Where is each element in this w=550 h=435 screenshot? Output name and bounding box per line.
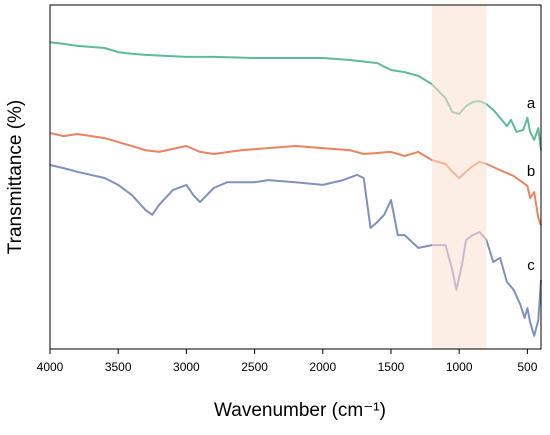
x-axis-label: Wavenumber (cm⁻¹) [214, 400, 386, 421]
x-tick-label: 3500 [105, 360, 132, 374]
plot-frame [49, 4, 542, 350]
series-label: c [527, 257, 535, 274]
series-label: b [527, 163, 535, 180]
x-tick-label: 500 [517, 360, 537, 374]
series-label: a [527, 95, 536, 112]
highlight-band [431, 5, 487, 349]
x-tick-label: 1000 [446, 360, 473, 374]
x-tick-label: 3000 [173, 360, 200, 374]
series-line [49, 164, 542, 337]
x-tick-label: 1500 [378, 360, 405, 374]
x-tick-label: 4000 [37, 360, 64, 374]
series-line [49, 132, 542, 226]
x-tick-label: 2000 [309, 360, 336, 374]
x-tick-label: 2500 [241, 360, 268, 374]
y-axis-label: Transmittance (%) [5, 100, 26, 255]
